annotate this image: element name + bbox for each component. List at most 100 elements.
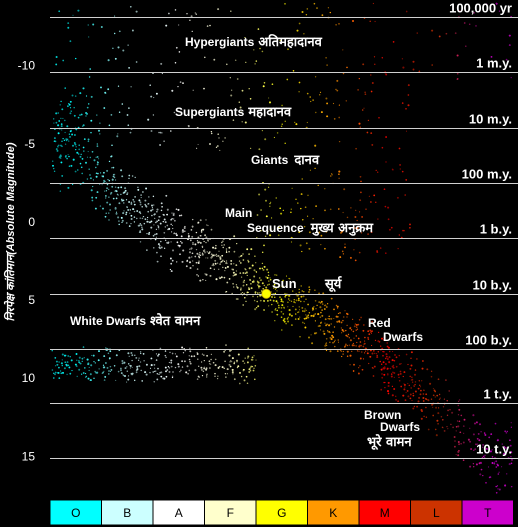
lifetime-label: 1 m.y. [476, 56, 512, 71]
star-point [199, 241, 202, 244]
star-point [244, 36, 246, 39]
star-point [255, 262, 257, 264]
star-point [112, 197, 115, 200]
star-point [205, 347, 208, 349]
star-point [128, 67, 130, 69]
star-point [343, 316, 345, 318]
star-point [372, 375, 375, 377]
star-point [243, 292, 245, 295]
star-point [392, 350, 394, 353]
star-point [373, 56, 376, 58]
star-point [449, 409, 451, 411]
star-point [155, 228, 158, 231]
star-point [53, 118, 55, 120]
star-point [510, 451, 513, 454]
star-point [205, 279, 207, 281]
star-point [259, 295, 261, 297]
star-point [434, 396, 436, 398]
star-point [409, 393, 412, 396]
star-point [192, 260, 194, 262]
star-point [355, 323, 358, 326]
star-point [226, 291, 228, 293]
star-point [447, 409, 449, 412]
star-point [371, 320, 374, 323]
star-point [228, 363, 231, 366]
star-point [495, 466, 498, 468]
y-tick-label: -5 [24, 137, 35, 151]
star-point [156, 373, 158, 375]
star-point [216, 377, 219, 380]
star-point [67, 154, 69, 156]
star-point [156, 251, 158, 254]
lifetime-label: 100 b.y. [465, 333, 512, 348]
star-point [263, 309, 265, 311]
star-point [396, 196, 399, 199]
star-point [202, 228, 205, 231]
star-point [187, 233, 190, 235]
star-point [78, 148, 81, 151]
star-point [116, 193, 119, 195]
star-point [156, 378, 159, 381]
star-point [496, 485, 499, 487]
star-point [252, 280, 255, 283]
star-point [58, 120, 61, 122]
star-point [437, 378, 440, 381]
star-point [409, 367, 412, 370]
star-point [244, 121, 247, 124]
star-point [231, 357, 234, 360]
star-point [435, 406, 438, 409]
star-point [305, 242, 308, 245]
star-point [340, 327, 343, 329]
star-point [154, 367, 156, 369]
star-point [155, 92, 158, 95]
star-point [342, 49, 344, 51]
star-point [371, 352, 374, 355]
star-point [247, 287, 250, 289]
star-point [276, 290, 278, 292]
star-point [324, 209, 326, 212]
star-point [280, 316, 283, 319]
star-point [66, 157, 68, 160]
star-point [299, 316, 301, 318]
star-point [393, 359, 396, 362]
star-point [418, 384, 421, 387]
star-point [287, 306, 289, 308]
star-point [63, 367, 66, 370]
star-point [105, 347, 107, 349]
star-point [158, 131, 160, 134]
star-point [217, 367, 220, 369]
star-point [320, 321, 323, 323]
star-point [132, 208, 135, 211]
star-point [268, 283, 270, 286]
star-point [177, 363, 180, 366]
star-point [274, 309, 276, 311]
star-point [198, 260, 200, 263]
star-point [232, 271, 235, 274]
star-point [69, 112, 72, 115]
star-point [417, 400, 420, 403]
star-point [62, 59, 65, 62]
star-point [370, 90, 373, 93]
star-point [61, 129, 63, 131]
star-point [121, 175, 124, 178]
star-point [345, 100, 348, 102]
star-point [493, 461, 496, 463]
star-point [438, 35, 441, 38]
star-point [384, 386, 386, 389]
star-point [104, 215, 107, 218]
star-point [191, 30, 193, 32]
star-point [114, 15, 116, 17]
star-point [427, 399, 430, 402]
star-point [325, 97, 328, 100]
star-point [118, 223, 120, 226]
star-point [443, 403, 446, 406]
star-point [106, 169, 109, 172]
star-point [130, 86, 132, 88]
star-point [58, 156, 61, 159]
star-point [143, 222, 146, 225]
star-point [142, 191, 144, 193]
star-point [58, 361, 60, 363]
star-point [245, 283, 248, 286]
star-point [425, 406, 427, 409]
star-point [120, 372, 123, 375]
